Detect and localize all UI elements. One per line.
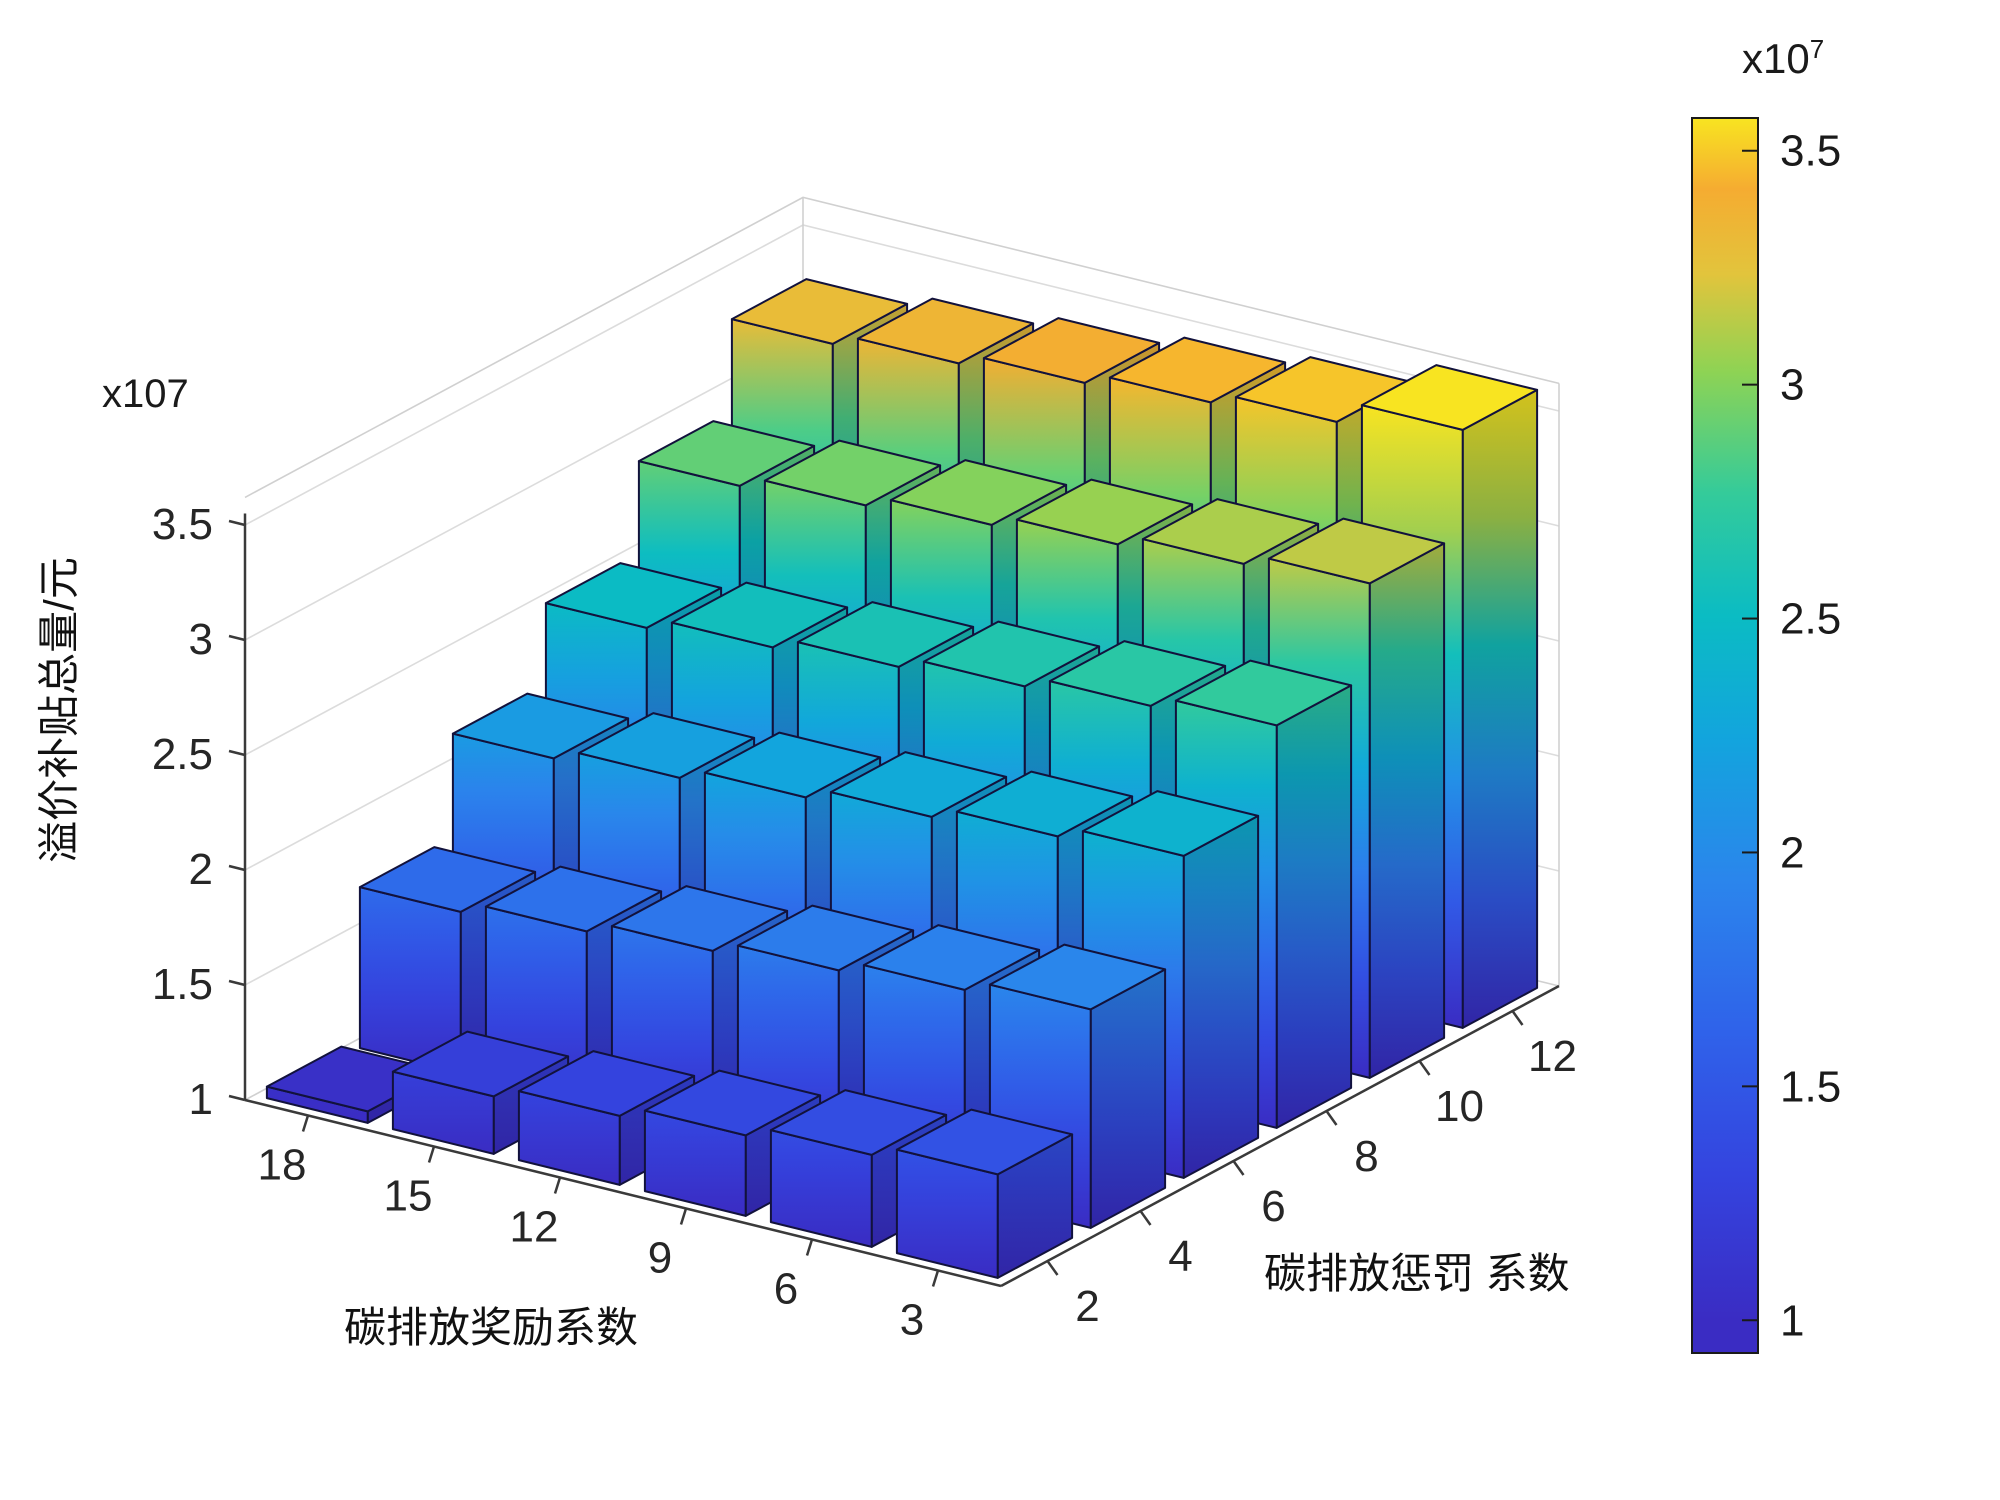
bar-reward-12-penalty-4-top xyxy=(610,885,789,952)
z-tick-label: 2 xyxy=(189,845,213,894)
y-tick-mark xyxy=(1139,1210,1152,1226)
bar-reward-15-penalty-12-top xyxy=(856,297,1035,365)
z-tick-mark xyxy=(228,519,246,527)
bar-reward-15-penalty-2-top xyxy=(391,1030,570,1098)
y-tick-label: 4 xyxy=(1168,1232,1192,1281)
z-axis-title: 溢价补贴总量/元 xyxy=(35,557,83,863)
tick-labels: 18 15 12 9 6 3 2 4 6 8 10 12 1 1.5 2 2.5 3 3.5 xyxy=(152,500,1577,1345)
z-tick-label: 3 xyxy=(189,615,213,664)
bar-reward-6-penalty-6-top xyxy=(955,770,1134,838)
bar-reward-3-penalty-12-side xyxy=(1461,388,1539,1029)
y-tick-mark xyxy=(1046,1260,1059,1276)
bar-reward-12-penalty-8-top xyxy=(796,601,975,668)
bar-reward-9-penalty-8-top xyxy=(922,620,1101,688)
bar-reward-12-penalty-6-top xyxy=(703,731,882,799)
x-tick-mark xyxy=(301,1115,310,1132)
bar-reward-6-penalty-8-top xyxy=(1048,640,1227,707)
bars xyxy=(265,278,1539,1279)
bar-reward-18-penalty-8-top xyxy=(544,562,723,629)
x-tick-label: 3 xyxy=(900,1296,924,1345)
y-axis-line xyxy=(1000,984,1560,1288)
bar-reward-3-penalty-4-side xyxy=(1089,968,1167,1229)
colorbar-tick-label: 3 xyxy=(1780,361,1804,410)
bar-reward-3-penalty-4-top xyxy=(988,943,1167,1011)
y-tick-label: 10 xyxy=(1435,1082,1484,1131)
x-tick-mark xyxy=(805,1239,814,1256)
colorbar-tick-label: 1.5 xyxy=(1780,1062,1841,1111)
bar-reward-18-penalty-4-top xyxy=(358,846,537,913)
bar-reward-15-penalty-8-top xyxy=(670,581,849,649)
bar-reward-3-penalty-8-side xyxy=(1275,684,1353,1129)
colorbar-tick-label: 2.5 xyxy=(1780,595,1841,644)
axis-lines xyxy=(228,513,1560,1288)
bar-reward-9-penalty-6-top xyxy=(829,751,1008,818)
colorbar-tick-label: 1 xyxy=(1780,1296,1804,1345)
bar-reward-3-penalty-6-side xyxy=(1182,814,1260,1179)
x-tick-mark xyxy=(427,1146,436,1163)
y-tick-mark xyxy=(1232,1160,1245,1176)
bar-reward-18-penalty-6-top xyxy=(451,692,630,760)
y-axis-title: 碳排放惩罚 系数 xyxy=(1238,1228,1596,1313)
x-axis-title: 碳排放奖励系数 xyxy=(318,1282,665,1367)
bar-reward-6-penalty-10-top xyxy=(1141,498,1320,565)
colorbar xyxy=(1691,117,1759,1354)
x-tick-label: 15 xyxy=(384,1172,433,1221)
z-tick-label: 1.5 xyxy=(152,960,213,1009)
bar-reward-3-penalty-10-side xyxy=(1368,542,1446,1079)
z-tick-label: 3.5 xyxy=(152,500,213,549)
bar-reward-9-penalty-4-top xyxy=(736,904,915,972)
z-tick-mark xyxy=(228,864,246,872)
bar-reward-3-penalty-10-top xyxy=(1267,517,1446,585)
z-tick-label: 2.5 xyxy=(152,730,213,779)
y-tick-mark xyxy=(1325,1110,1338,1126)
colorbar-tick-label: 2 xyxy=(1780,828,1804,877)
y-tick-label: 6 xyxy=(1261,1182,1285,1231)
bar-reward-15-penalty-6-top xyxy=(577,712,756,779)
z-axis-scale-note: x107 xyxy=(102,372,189,416)
bar-reward-3-penalty-6-top xyxy=(1081,790,1260,857)
bar-reward-18-penalty-12-top xyxy=(730,278,909,345)
z-tick-mark xyxy=(228,979,246,987)
x-tick-label: 12 xyxy=(510,1203,559,1252)
colorbar-scale-exp: 7 xyxy=(1809,34,1825,64)
bar-reward-9-penalty-10-top xyxy=(1015,478,1194,546)
x-tick-mark xyxy=(679,1208,688,1225)
bar-reward-6-penalty-4-top xyxy=(862,924,1041,991)
colorbar-gradient xyxy=(1691,117,1759,1354)
bar-reward-12-penalty-12-top xyxy=(982,317,1161,384)
colorbar-scale-base: x10 xyxy=(1742,35,1810,82)
bar-reward-9-penalty-12-top xyxy=(1108,336,1287,404)
x-tick-mark xyxy=(553,1177,562,1194)
bar-reward-12-penalty-2-top xyxy=(517,1050,696,1117)
colorbar-ticks: 1 1.5 2 2.5 3 3.5 xyxy=(1780,127,1841,1346)
z-tick-mark xyxy=(228,1094,246,1102)
y-tick-label: 2 xyxy=(1075,1282,1099,1331)
bar-reward-9-penalty-2-top xyxy=(643,1069,822,1137)
z-tick-mark xyxy=(228,634,246,642)
x-tick-label: 9 xyxy=(648,1234,672,1283)
y-tick-mark xyxy=(1511,1010,1524,1026)
z-tick-label: 1 xyxy=(189,1075,213,1124)
bar-reward-3-penalty-8-top xyxy=(1174,659,1353,727)
bar-reward-3-penalty-12-top xyxy=(1360,364,1539,431)
x-tick-label: 6 xyxy=(774,1265,798,1314)
y-tick-label: 8 xyxy=(1354,1132,1378,1181)
bar-reward-15-penalty-10-top xyxy=(763,439,942,507)
y-tick-label: 12 xyxy=(1528,1032,1577,1081)
y-tick-mark xyxy=(1418,1060,1431,1076)
colorbar-tick-label: 3.5 xyxy=(1780,127,1841,176)
bar-reward-6-penalty-2-top xyxy=(769,1089,948,1156)
bar-reward-3-penalty-2-top xyxy=(895,1108,1074,1176)
x-tick-label: 18 xyxy=(258,1141,307,1190)
colorbar-scale-label: x107 xyxy=(1742,34,1824,83)
bar-reward-12-penalty-10-top xyxy=(889,459,1068,526)
x-tick-mark xyxy=(931,1270,940,1287)
bar-reward-18-penalty-10-top xyxy=(637,420,816,487)
bar-reward-15-penalty-4-top xyxy=(484,865,663,933)
x-axis-line xyxy=(244,1098,1002,1288)
z-tick-mark xyxy=(228,749,246,757)
